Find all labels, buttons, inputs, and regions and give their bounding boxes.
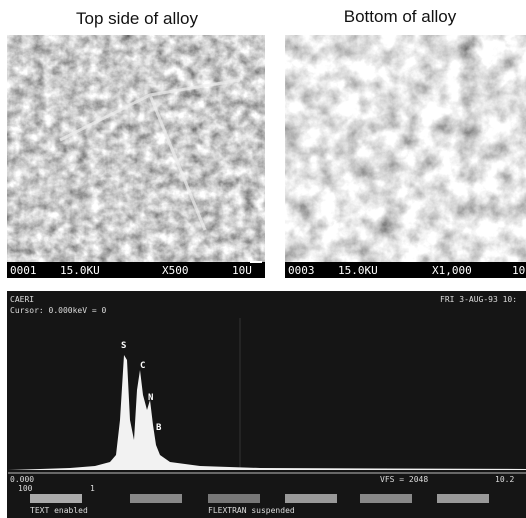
status-flextran: FLEXTRAN suspended	[208, 506, 295, 515]
peak-label: C	[140, 361, 145, 371]
left-caption: Top side of alloy	[76, 9, 198, 28]
spectrum-panel: CAERI Cursor: 0.000keV = 0 FRI 3-AUG-93 …	[7, 291, 526, 518]
sem-image	[285, 35, 526, 262]
sem-id: 0003	[288, 264, 315, 277]
right-caption: Bottom of alloy	[344, 7, 457, 26]
status-text: TEXT enabled	[30, 506, 88, 515]
spectrum-cursor: Cursor: 0.000keV = 0	[10, 306, 107, 315]
soft-key	[208, 494, 260, 503]
scale-label: 100	[18, 484, 33, 493]
vfs: VFS = 2048	[380, 475, 428, 484]
sem-info-bar	[285, 262, 526, 278]
sem-voltage: 15.0KU	[60, 264, 100, 277]
right-micrograph: 0003 15.0KU X1,000 10	[285, 35, 526, 278]
sem-scale: 10U	[232, 264, 252, 277]
axis-end: 10.2	[495, 475, 514, 484]
soft-key	[437, 494, 489, 503]
grain-boundary	[59, 78, 241, 231]
spectrum-trace	[8, 355, 526, 470]
sem-image	[7, 35, 265, 262]
soft-key	[285, 494, 337, 503]
sem-voltage: 15.0KU	[338, 264, 378, 277]
peak-label: S	[121, 341, 126, 351]
spectrum-header: CAERI	[10, 295, 34, 304]
sem-id: 0001	[10, 264, 37, 277]
sem-magnification: X1,000	[432, 264, 472, 277]
soft-key	[30, 494, 82, 503]
soft-key	[360, 494, 412, 503]
left-micrograph: 0001 15.0KU X500 10U	[7, 35, 265, 278]
peak-label: B	[156, 423, 162, 433]
axis-start: 0.000	[10, 475, 34, 484]
sem-info-bar	[7, 262, 265, 278]
marker: 1	[90, 484, 95, 493]
sem-magnification: X500	[162, 264, 189, 277]
sem-scale: 10	[512, 264, 525, 277]
spectrum-date: FRI 3-AUG-93 10:	[440, 295, 517, 304]
soft-key	[130, 494, 182, 503]
spectrum-screen	[7, 291, 526, 518]
peak-label: N	[148, 393, 153, 403]
